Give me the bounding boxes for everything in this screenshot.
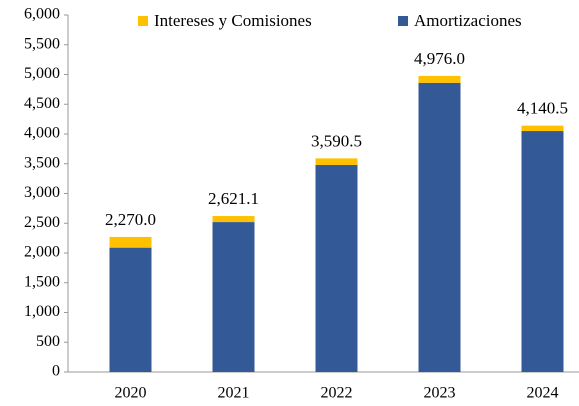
bar-segment [521, 131, 564, 372]
y-tick-label: 3,000 [24, 184, 60, 201]
x-tick-label: 2021 [218, 385, 250, 402]
bar-segment [315, 164, 358, 372]
x-tick-label: 2022 [321, 385, 353, 402]
y-tick-label: 0 [52, 363, 60, 380]
bar-segment [212, 222, 255, 372]
bar-segment [109, 236, 152, 248]
total-label: 2,621.1 [208, 189, 259, 208]
total-label: 3,590.5 [311, 131, 362, 150]
bar-segment [418, 75, 461, 83]
total-label: 4,140.5 [517, 99, 568, 118]
bar-segment [315, 158, 358, 165]
legend-label: Intereses y Comisiones [154, 11, 312, 30]
y-tick-label: 4,000 [24, 125, 60, 142]
y-tick-label: 6,000 [24, 6, 60, 23]
total-label: 2,270.0 [105, 210, 156, 229]
y-tick-label: 1,000 [24, 303, 60, 320]
legend-label: Amortizaciones [414, 11, 522, 30]
bar-segment [418, 82, 461, 372]
legend-swatch [398, 16, 408, 26]
x-tick-label: 2020 [115, 385, 147, 402]
x-tick-label: 2023 [424, 385, 456, 402]
bar-segment [109, 247, 152, 372]
y-tick-label: 2,000 [24, 244, 60, 261]
y-tick-label: 2,500 [24, 214, 60, 231]
y-tick-label: 500 [36, 333, 60, 350]
x-tick-label: 2024 [527, 385, 559, 402]
y-tick-label: 5,000 [24, 65, 60, 82]
total-label: 4,976.0 [414, 49, 465, 68]
y-tick-label: 4,500 [24, 95, 60, 112]
legend-swatch [138, 16, 148, 26]
y-tick-label: 3,500 [24, 154, 60, 171]
y-tick-label: 1,500 [24, 273, 60, 290]
bar-segment [521, 125, 564, 132]
bar-segment [212, 216, 255, 223]
y-tick-label: 5,500 [24, 35, 60, 52]
